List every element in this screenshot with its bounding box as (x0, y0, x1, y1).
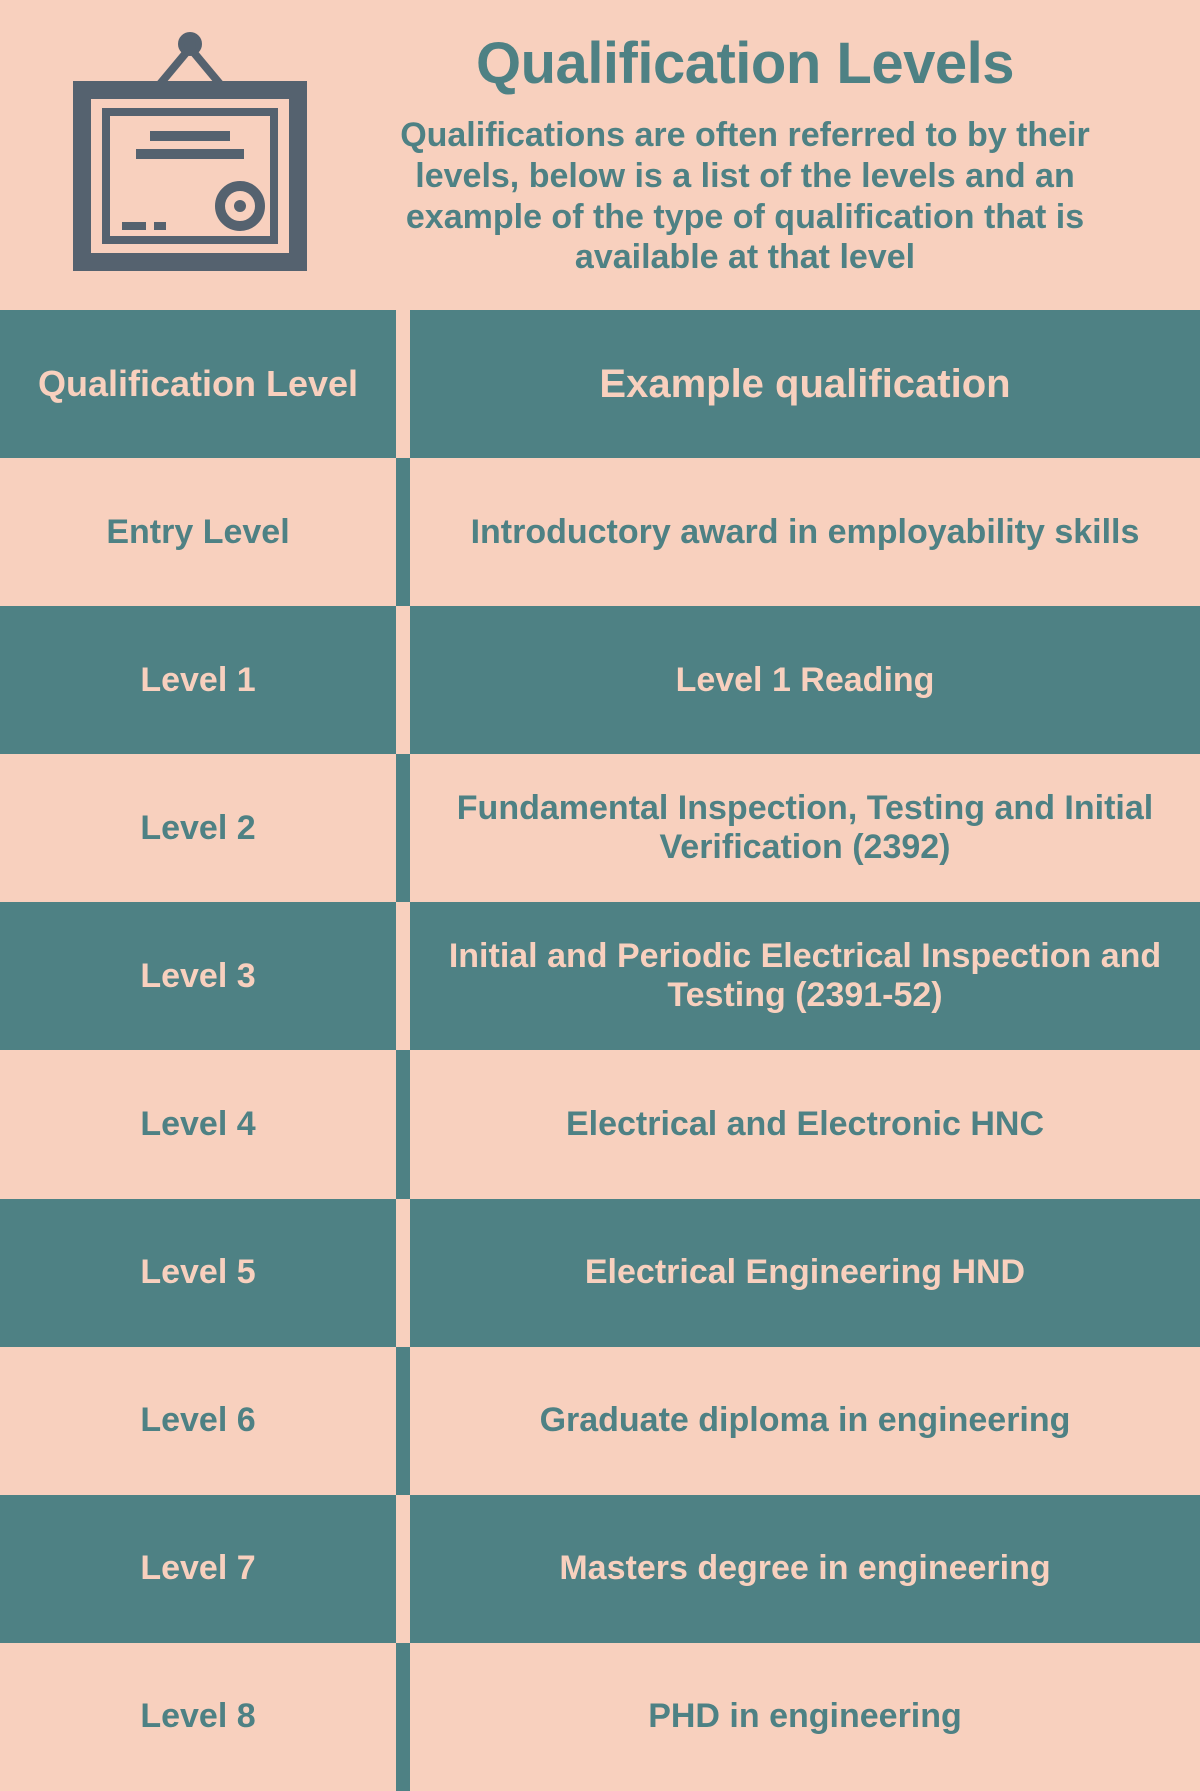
table-row: Level 2 Fundamental Inspection, Testing … (0, 754, 1200, 902)
table-header-row: Qualification Level Example qualificatio… (0, 310, 1200, 458)
table-row: Level 3 Initial and Periodic Electrical … (0, 902, 1200, 1050)
header-text: Qualification Levels Qualifications are … (350, 30, 1160, 278)
certificate-icon (60, 30, 320, 280)
cell-example: Level 1 Reading (410, 606, 1200, 754)
column-header-level: Qualification Level (0, 310, 410, 458)
table-row: Level 4 Electrical and Electronic HNC (0, 1050, 1200, 1198)
table-row: Level 7 Masters degree in engineering (0, 1495, 1200, 1643)
page-subtitle: Qualifications are often referred to by … (350, 115, 1140, 278)
cell-example: Electrical Engineering HND (410, 1199, 1200, 1347)
cell-example: Graduate diploma in engineering (410, 1347, 1200, 1495)
cell-level: Level 5 (0, 1199, 410, 1347)
cell-example: PHD in engineering (410, 1643, 1200, 1791)
cell-level: Level 6 (0, 1347, 410, 1495)
cell-level: Entry Level (0, 458, 410, 606)
table-row: Entry Level Introductory award in employ… (0, 458, 1200, 606)
cell-level: Level 7 (0, 1495, 410, 1643)
cell-level: Level 3 (0, 902, 410, 1050)
table-row: Level 6 Graduate diploma in engineering (0, 1347, 1200, 1495)
table-row: Level 8 PHD in engineering (0, 1643, 1200, 1791)
cell-example: Masters degree in engineering (410, 1495, 1200, 1643)
cell-example: Initial and Periodic Electrical Inspecti… (410, 902, 1200, 1050)
header: Qualification Levels Qualifications are … (0, 0, 1200, 310)
cell-level: Level 2 (0, 754, 410, 902)
cell-example: Fundamental Inspection, Testing and Init… (410, 754, 1200, 902)
cell-level: Level 8 (0, 1643, 410, 1791)
cell-level: Level 4 (0, 1050, 410, 1198)
page: Qualification Levels Qualifications are … (0, 0, 1200, 1791)
page-title: Qualification Levels (350, 30, 1140, 97)
cell-example: Electrical and Electronic HNC (410, 1050, 1200, 1198)
qualification-table: Qualification Level Example qualificatio… (0, 310, 1200, 1791)
cell-level: Level 1 (0, 606, 410, 754)
column-header-example: Example qualification (410, 310, 1200, 458)
cell-example: Introductory award in employability skil… (410, 458, 1200, 606)
table-row: Level 5 Electrical Engineering HND (0, 1199, 1200, 1347)
table-row: Level 1 Level 1 Reading (0, 606, 1200, 754)
